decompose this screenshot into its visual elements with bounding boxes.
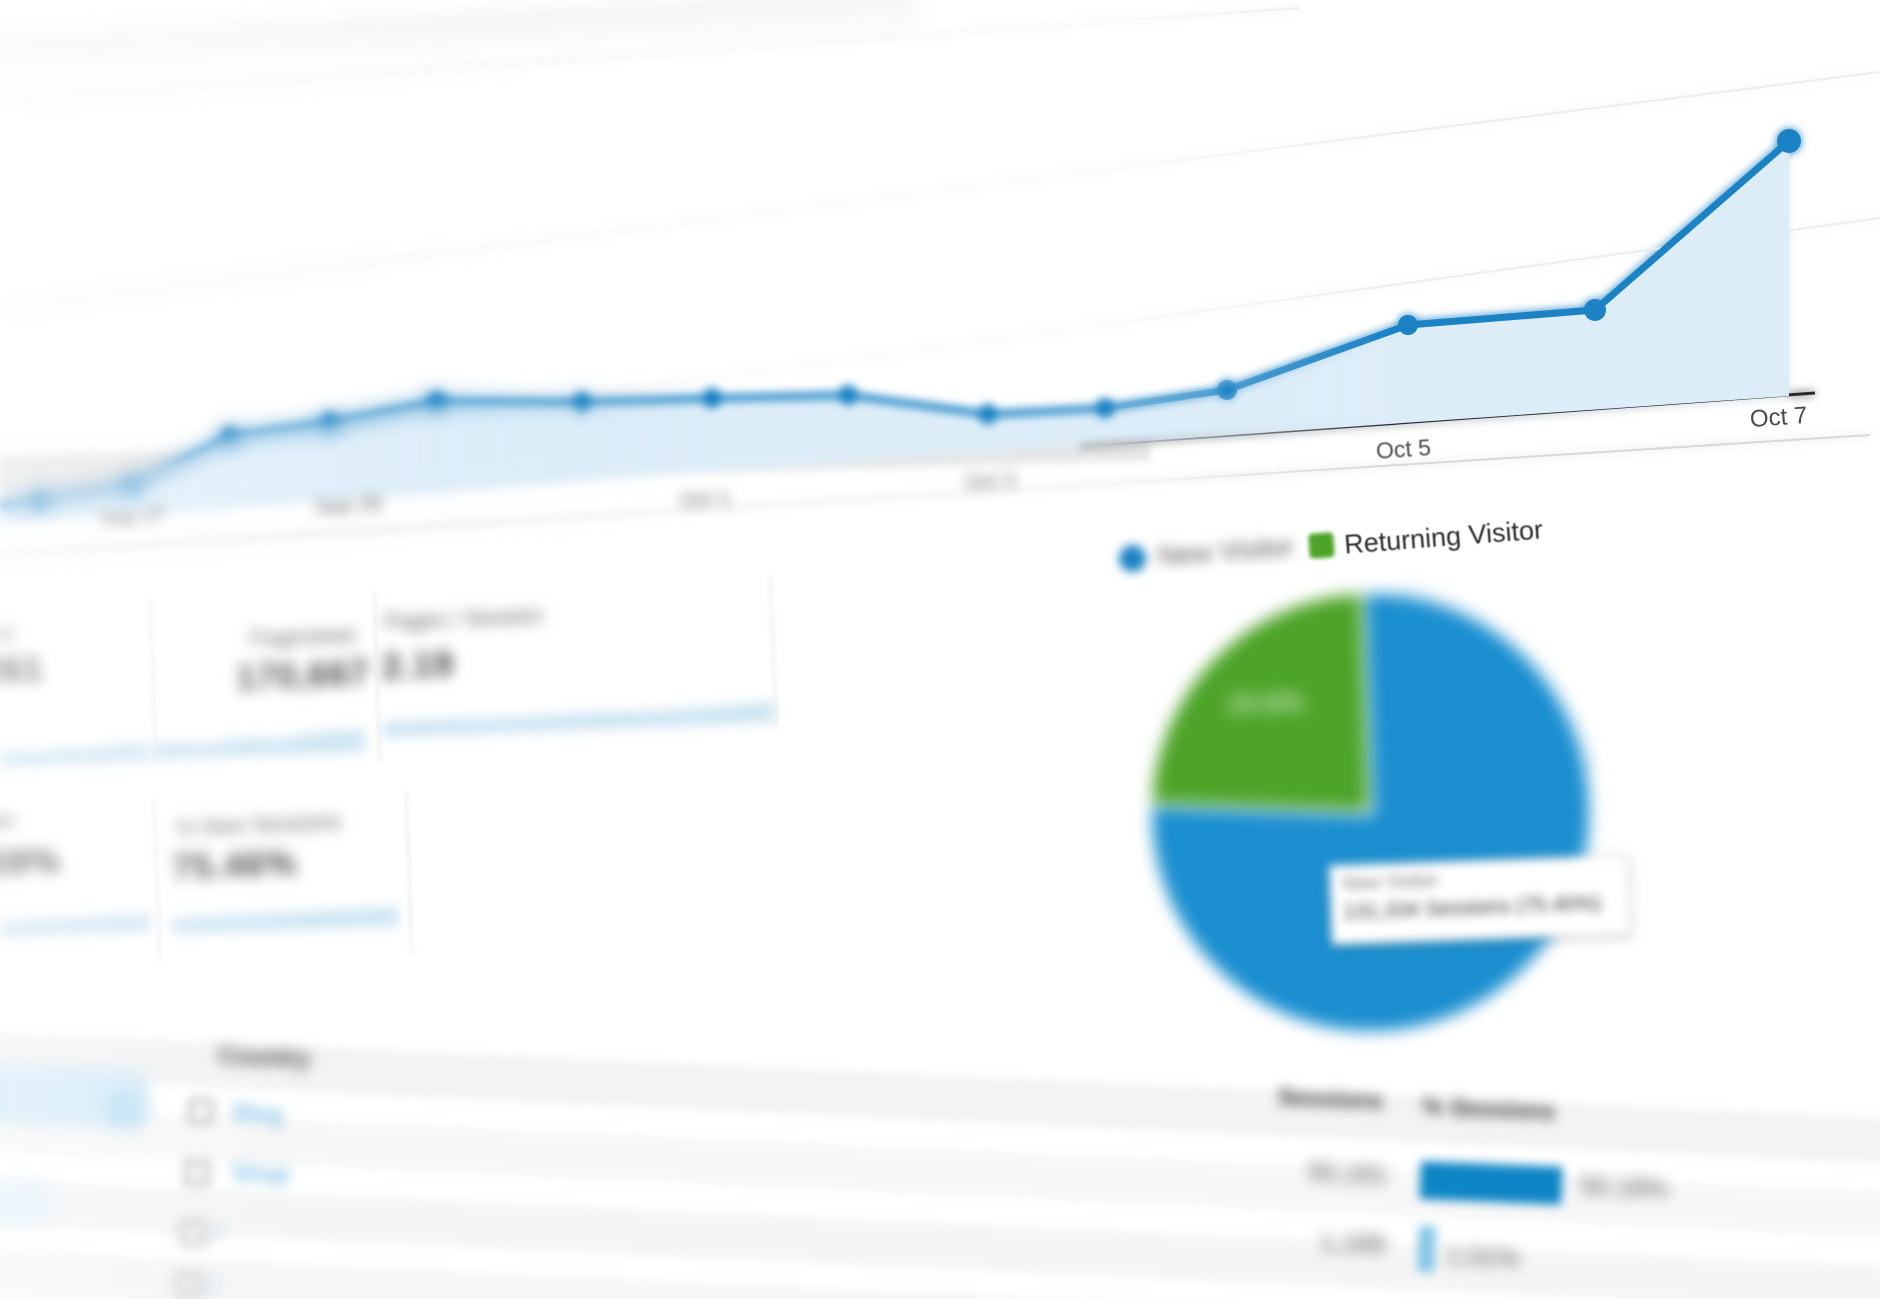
table-col-sessions[interactable]: Sessions — [1277, 1083, 1384, 1116]
x-tick-oct1: Oct 1 — [679, 486, 731, 513]
pie-tooltip: New Visitor 131,334 Sessions (75.40%) — [1328, 854, 1632, 946]
card-pages-session-title: Pages / Session — [383, 602, 544, 635]
card-bounce-title: Bounce Rate — [0, 807, 16, 837]
pct-sessions-bar — [1417, 1225, 1436, 1273]
x-tick-oct5: Oct 5 — [1375, 434, 1432, 464]
row-link[interactable]: Blog — [232, 1099, 284, 1129]
pie-slice-label: 24.6% — [1227, 687, 1305, 720]
visitor-type-pie-chart: 24.6% — [1147, 587, 1595, 1036]
row-link[interactable]: / — [209, 1271, 218, 1299]
sessions-value: 1,189 — [1319, 1226, 1386, 1260]
card-pageviews-value: 170,667 — [235, 653, 371, 698]
secondary-highlight — [0, 1180, 54, 1226]
card-divider — [405, 792, 413, 954]
pct-sessions-bar — [1419, 1161, 1563, 1205]
table-col-pct-sessions[interactable]: % Sessions — [1421, 1093, 1556, 1126]
x-tick-sep29: Sep 29 — [314, 491, 383, 520]
x-tick-oct3: Oct 3 — [964, 468, 1016, 495]
sparkline — [0, 741, 149, 767]
row-checkbox[interactable] — [175, 1271, 203, 1299]
selected-row-highlight-dot — [104, 1088, 144, 1128]
sessions-area-chart-sharp — [0, 0, 1880, 580]
card-divider — [373, 592, 381, 762]
card-newsessions-value: 75.46% — [171, 843, 298, 888]
sparkline — [382, 701, 775, 738]
card-divider — [153, 800, 161, 960]
pie-tooltip-title: New Visitor — [1342, 870, 1439, 895]
card-sessions-value: 174,261 — [0, 649, 45, 694]
pct-sessions-value: 50.18% — [1579, 1170, 1669, 1204]
card-newsessions-title: % New Sessions — [175, 808, 342, 841]
card-bounce-value: 43.09% — [0, 841, 62, 886]
sparkline — [0, 914, 151, 937]
pie-tooltip-value: 131,334 Sessions (75.40%) — [1342, 891, 1602, 924]
row-link[interactable]: / — [213, 1219, 222, 1249]
row-checkbox[interactable] — [179, 1219, 207, 1247]
sparkline — [152, 727, 365, 761]
table-dimension-header[interactable]: Country — [217, 1042, 311, 1073]
sparkline — [172, 906, 399, 935]
sessions-value: 50,161 — [1307, 1156, 1389, 1190]
row-checkbox[interactable] — [187, 1097, 215, 1125]
x-tick-oct7: Oct 7 — [1749, 402, 1809, 433]
pct-sessions-value: 1.01% — [1445, 1240, 1521, 1274]
row-checkbox[interactable] — [183, 1159, 211, 1187]
card-pages-session-value: 2.19 — [381, 644, 455, 687]
row-link[interactable]: Shop — [230, 1158, 290, 1190]
card-sessions-title: Sessions — [0, 620, 15, 649]
x-tick-sep27: Sep 27 — [99, 502, 168, 531]
returning-visitor-legend-swatch — [1308, 532, 1335, 559]
card-pageviews-title: Pageviews — [249, 621, 357, 652]
